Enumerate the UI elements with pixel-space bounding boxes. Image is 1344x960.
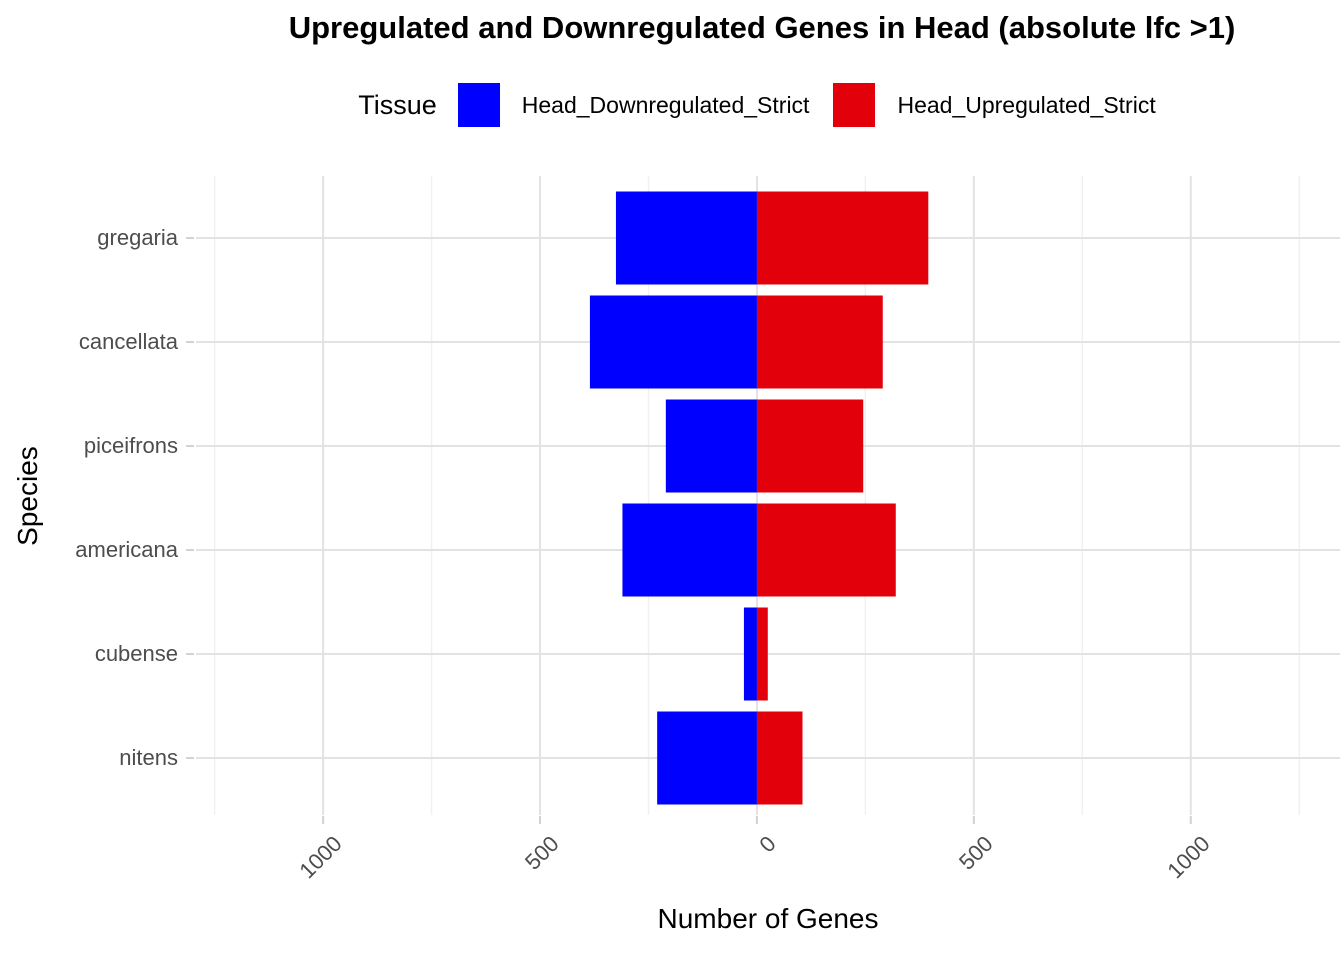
legend-swatch-upregulated xyxy=(833,83,876,127)
bar-upregulated-piceifrons xyxy=(756,399,864,493)
x-axis-title: Number of Genes xyxy=(657,903,879,934)
chart-title: Upregulated and Downregulated Genes in H… xyxy=(288,10,1236,45)
bar-downregulated-cancellata xyxy=(589,295,757,389)
bar-upregulated-nitens xyxy=(756,711,803,805)
bar-downregulated-cubense xyxy=(743,607,757,701)
bar-upregulated-gregaria xyxy=(756,191,929,285)
legend-swatch-downregulated xyxy=(457,83,500,127)
bar-downregulated-nitens xyxy=(657,711,757,805)
bar-downregulated-gregaria xyxy=(615,191,757,285)
legend-label-downregulated: Head_Downregulated_Strict xyxy=(521,91,810,118)
y-axis-label-piceifrons: piceifrons xyxy=(83,433,178,458)
bar-upregulated-cubense xyxy=(756,607,768,701)
y-axis-label-nitens: nitens xyxy=(119,745,178,770)
bar-downregulated-americana xyxy=(622,503,757,597)
legend: Tissue Head_Downregulated_Strict Head_Up… xyxy=(170,78,1344,132)
y-axis-label-cancellata: cancellata xyxy=(78,329,178,354)
legend-label-upregulated: Head_Upregulated_Strict xyxy=(897,91,1156,118)
y-axis-title: Species xyxy=(12,446,43,546)
y-axis-label-cubense: cubense xyxy=(94,641,178,666)
bar-upregulated-americana xyxy=(756,503,896,597)
bar-upregulated-cancellata xyxy=(756,295,883,389)
y-axis-label-americana: americana xyxy=(75,537,178,562)
legend-title: Tissue xyxy=(358,89,437,120)
y-axis-label-gregaria: gregaria xyxy=(97,225,178,250)
bar-downregulated-piceifrons xyxy=(665,399,757,493)
